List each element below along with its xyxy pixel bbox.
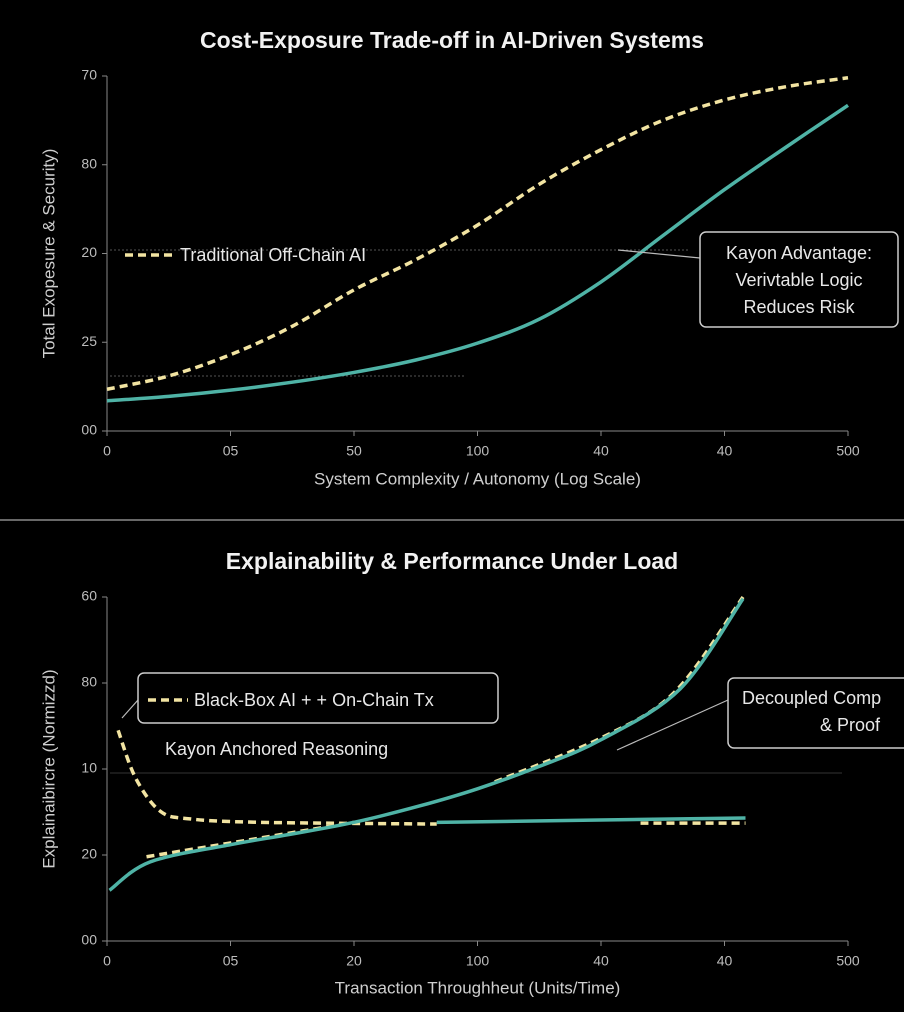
legend-label: Kayon Anchored Reasoning: [165, 739, 388, 759]
annotation-text: Reduces Risk: [743, 297, 855, 317]
x-tick-label: 0: [103, 443, 111, 459]
x-axis-label: System Complexity / Autonomy (Log Scale): [314, 469, 641, 488]
x-tick-label: 40: [593, 443, 609, 459]
annotation-box: [727, 677, 904, 749]
x-tick-label: 500: [836, 953, 860, 969]
series-line: [106, 103, 849, 403]
chart-title: Explainability & Performance Under Load: [226, 548, 678, 574]
y-tick-label: 20: [81, 846, 97, 862]
y-tick-label: 00: [81, 422, 97, 438]
x-tick-label: 100: [466, 953, 490, 969]
legend-label: Black-Box AI + + On-Chain Tx: [194, 690, 434, 710]
x-tick-label: 05: [223, 443, 239, 459]
x-tick-label: 500: [836, 443, 860, 459]
x-tick-label: 50: [346, 443, 362, 459]
annotation-text: & Proof: [820, 715, 881, 735]
y-tick-label: 10: [81, 760, 97, 776]
legend-label: Traditional Off-Chain AI: [180, 245, 366, 265]
y-tick-label: 25: [81, 333, 97, 349]
x-tick-label: 0: [103, 953, 111, 969]
series-line: [108, 597, 746, 892]
x-tick-label: 100: [466, 443, 490, 459]
annotation-text: Decoupled Comp: [742, 688, 881, 708]
y-tick-label: 00: [81, 932, 97, 948]
x-axis-label: Transaction Throughheut (Units/Time): [335, 978, 621, 997]
x-tick-label: 20: [346, 953, 362, 969]
x-tick-label: 40: [593, 953, 609, 969]
y-axis-label: Total Exopesure & Security): [39, 149, 58, 359]
series-line: [106, 76, 849, 391]
x-tick-label: 05: [223, 953, 239, 969]
y-tick-label: 80: [81, 155, 97, 171]
x-tick-label: 40: [717, 953, 733, 969]
legend-box: [137, 672, 499, 724]
y-axis-label: Explainaibircre (Normizzd): [39, 669, 58, 868]
pointer: [617, 249, 701, 259]
x-tick-label: 40: [717, 443, 733, 459]
pointer: [121, 699, 139, 719]
y-tick-label: 80: [81, 674, 97, 690]
annotation-box: [699, 231, 899, 328]
annotation-text: Verivtable Logic: [735, 270, 862, 290]
y-tick-label: 20: [81, 244, 97, 260]
pointer: [616, 699, 729, 751]
y-tick-label: 70: [81, 67, 97, 83]
chart-title: Cost-Exposure Trade-off in AI-Driven Sys…: [200, 27, 704, 53]
annotation-text: Kayon Advantage:: [726, 243, 872, 263]
y-tick-label: 60: [81, 588, 97, 604]
